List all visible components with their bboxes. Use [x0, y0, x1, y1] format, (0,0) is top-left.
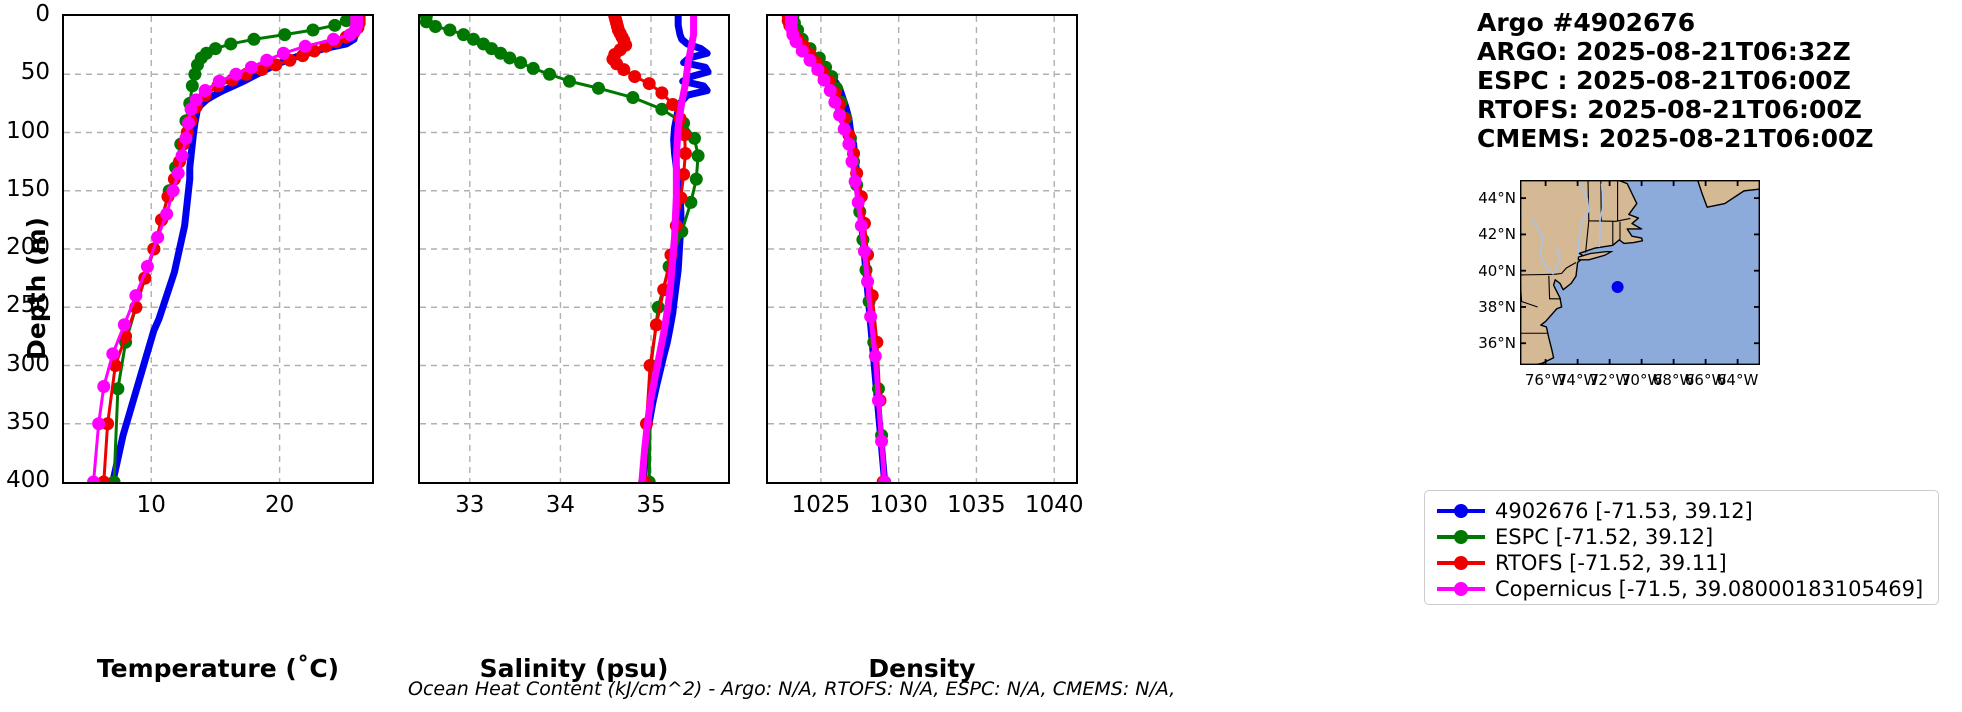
header-line-argo-id: Argo #4902676 [1477, 8, 1696, 37]
legend-swatch-argo [1437, 504, 1485, 518]
x-tick-label: 1035 [947, 492, 1006, 518]
legend-swatch-copernicus [1437, 582, 1485, 596]
x-tick-label: 1025 [791, 492, 851, 518]
temperature-profiles-svg [64, 16, 372, 482]
legend-item-espc[interactable]: ESPC [-71.52, 39.12] [1435, 524, 1928, 550]
argo-metadata-header: Argo #4902676 ARGO: 2025-08-21T06:32Z ES… [1477, 8, 1874, 153]
temperature-plot-area [62, 14, 374, 484]
x-tick-label: 10 [136, 492, 166, 518]
legend-label-copernicus: Copernicus [-71.5, 39.08000183105469] [1495, 577, 1924, 601]
header-line-cmems-time: CMEMS: 2025-08-21T06:00Z [1477, 124, 1874, 153]
map-lat-tick: 38°N [1478, 297, 1516, 316]
depth-tick-label: 0 [35, 1, 50, 27]
x-tick-label: 1040 [1024, 492, 1084, 518]
series-legend: 4902676 [-71.53, 39.12] ESPC [-71.52, 39… [1424, 490, 1939, 605]
map-lon-tick: 70°W [1620, 371, 1663, 389]
ocean-heat-content-caption: Ocean Heat Content (kJ/cm^2) - Argo: N/A… [408, 678, 1176, 700]
salinity-axis-label: Salinity (psu) [479, 654, 669, 683]
depth-tick-label: 100 [6, 117, 50, 144]
legend-item-rtofs[interactable]: RTOFS [-71.52, 39.11] [1435, 550, 1928, 576]
density-plot-area [766, 14, 1078, 484]
map-lon-tick: 64°W [1716, 371, 1759, 389]
depth-tick-label: 300 [6, 350, 50, 377]
x-tick-label: 34 [545, 492, 576, 518]
x-tick-label: 20 [264, 492, 295, 518]
map-lon-tick: 66°W [1684, 371, 1727, 389]
temperature-axis-label: Temperature (˚C) [96, 654, 340, 683]
map-lon-tick: 76°W [1524, 371, 1567, 389]
density-profiles-svg [768, 16, 1076, 482]
locator-map[interactable]: 44°N 42°N 40°N 38°N 36°N 76°W 74°W 72°W 70°W 68°W… [1478, 180, 1830, 389]
map-lon-tick: 72°W [1588, 371, 1631, 389]
salinity-profiles-svg [420, 16, 728, 482]
map-lat-tick: 42°N [1478, 225, 1516, 244]
legend-swatch-espc [1437, 530, 1485, 544]
depth-tick-label: 400 [6, 467, 50, 493]
legend-label-argo: 4902676 [-71.53, 39.12] [1495, 499, 1753, 523]
depth-tick-label: 250 [6, 292, 50, 319]
x-tick-label: 33 [455, 492, 485, 518]
header-line-argo-time: ARGO: 2025-08-21T06:32Z [1477, 37, 1851, 66]
x-tick-label: 35 [636, 492, 666, 518]
legend-swatch-rtofs [1437, 556, 1485, 570]
map-lat-tick: 40°N [1478, 261, 1516, 280]
x-tick-label: 1030 [869, 492, 928, 518]
map-lon-tick: 74°W [1556, 371, 1599, 389]
header-line-espc-time: ESPC : 2025-08-21T06:00Z [1477, 66, 1851, 95]
depth-tick-label: 350 [6, 408, 50, 435]
header-line-rtofs-time: RTOFS: 2025-08-21T06:00Z [1477, 95, 1862, 124]
legend-label-espc: ESPC [-71.52, 39.12] [1495, 525, 1714, 549]
map-lat-tick: 44°N [1478, 189, 1516, 208]
map-lon-tick: 68°W [1652, 371, 1695, 389]
locator-map-svg[interactable] [1520, 180, 1760, 365]
argo-position-marker [1611, 281, 1624, 294]
depth-tick-label: 200 [6, 234, 50, 260]
legend-label-rtofs: RTOFS [-71.52, 39.11] [1495, 551, 1727, 575]
depth-tick-label: 50 [20, 59, 50, 86]
salinity-plot-area [418, 14, 730, 484]
depth-tick-label: 150 [6, 175, 50, 202]
legend-item-argo[interactable]: 4902676 [-71.53, 39.12] [1435, 498, 1928, 524]
map-lat-tick: 36°N [1478, 334, 1516, 353]
legend-item-copernicus[interactable]: Copernicus [-71.5, 39.08000183105469] [1435, 576, 1928, 602]
density-axis-label: Density [868, 654, 976, 683]
